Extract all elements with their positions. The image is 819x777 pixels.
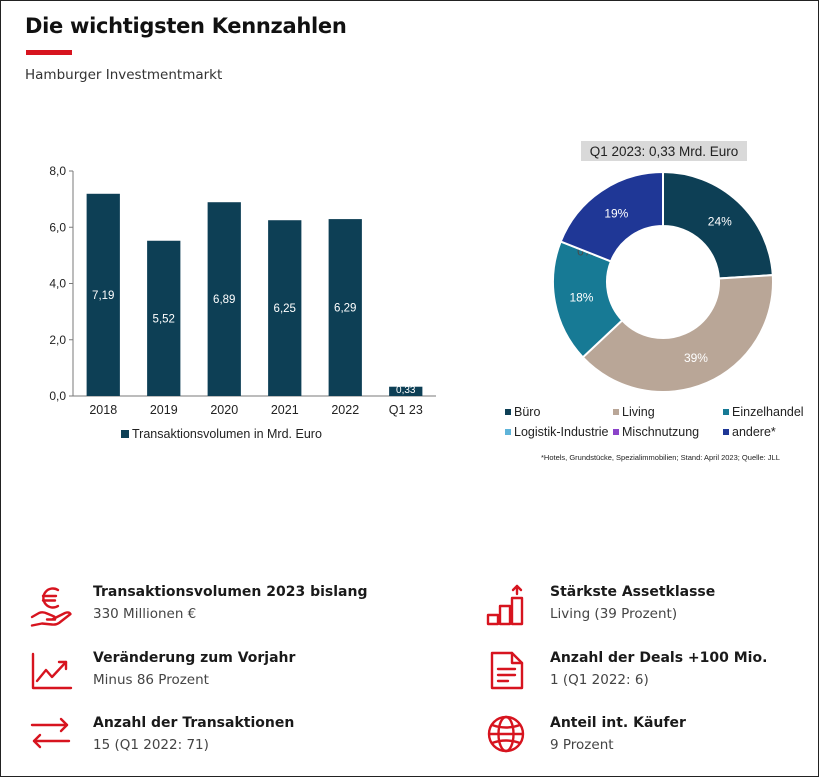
kpi-value: 15 (Q1 2022: 71) bbox=[93, 737, 209, 753]
chart-footnote: *Hotels, Grundstücke, Spezialimmobilien;… bbox=[541, 453, 780, 462]
x-tick-label: 2018 bbox=[89, 403, 117, 417]
bar-value-label: 6,25 bbox=[274, 303, 296, 315]
y-tick-label: 4,0 bbox=[49, 277, 66, 291]
bar bbox=[389, 386, 423, 396]
bar-value-label: 7,19 bbox=[92, 290, 114, 302]
bar bbox=[328, 219, 362, 396]
bar-value-label: 5,52 bbox=[153, 313, 175, 325]
y-tick-label: 2,0 bbox=[49, 333, 66, 347]
kpi-value: Living (39 Prozent) bbox=[550, 606, 678, 622]
slice-value-label: 19% bbox=[604, 206, 628, 220]
slice-value-label: 39% bbox=[684, 351, 708, 365]
bar-value-label: 6,89 bbox=[213, 294, 235, 306]
bar bbox=[147, 240, 181, 396]
transaction-volume-bar-chart: 0,0 2,0 4,0 6,0 8,0 7,19 2018 5,52 2019 6,89 2020 6… bbox=[49, 164, 436, 441]
euro-hand-icon bbox=[30, 587, 72, 627]
asset-class-donut-chart: Q1 2023: 0,33 Mrd. Euro24%39%18%0%19%Bür… bbox=[505, 141, 804, 439]
legend-label: Logistik-Industrie bbox=[514, 425, 609, 439]
slice-value-label: 18% bbox=[569, 291, 593, 305]
donut-slice bbox=[581, 274, 774, 393]
x-tick-label: 2022 bbox=[331, 403, 359, 417]
bar bbox=[207, 202, 241, 396]
document-icon bbox=[490, 651, 524, 690]
legend-label: andere* bbox=[732, 425, 776, 439]
kpi-title: Veränderung zum Vorjahr bbox=[93, 650, 296, 666]
legend-swatch bbox=[613, 409, 619, 415]
legend-label: Living bbox=[622, 405, 655, 419]
kpi-title: Stärkste Assetklasse bbox=[550, 584, 716, 600]
x-tick-label: Q1 23 bbox=[389, 403, 423, 417]
legend-label: Einzelhandel bbox=[732, 405, 804, 419]
x-tick-label: 2019 bbox=[150, 403, 178, 417]
legend-label: Mischnutzung bbox=[622, 425, 699, 439]
kpi-title: Transaktionsvolumen 2023 bislang bbox=[93, 584, 368, 600]
bar-growth-icon bbox=[486, 584, 524, 626]
x-tick-label: 2021 bbox=[271, 403, 299, 417]
globe-icon bbox=[487, 715, 525, 753]
legend-swatch bbox=[723, 429, 729, 435]
kpi-title: Anzahl der Deals +100 Mio. bbox=[550, 650, 768, 666]
page-subtitle: Hamburger Investmentmarkt bbox=[25, 67, 223, 83]
kpi-value: Minus 86 Prozent bbox=[93, 672, 209, 688]
kpi-title: Anteil int. Käufer bbox=[550, 715, 686, 731]
legend-swatch bbox=[505, 409, 511, 415]
legend-swatch bbox=[121, 430, 129, 438]
exchange-arrows-icon bbox=[30, 717, 71, 749]
bar-value-label: 6,29 bbox=[334, 303, 356, 315]
title-accent-bar bbox=[26, 50, 72, 55]
donut-slice bbox=[662, 170, 774, 280]
kpi-value: 1 (Q1 2022: 6) bbox=[550, 672, 649, 688]
legend-label: Büro bbox=[514, 405, 540, 419]
y-tick-label: 6,0 bbox=[49, 220, 66, 234]
donut-slice bbox=[559, 170, 664, 263]
donut-title: Q1 2023: 0,33 Mrd. Euro bbox=[590, 144, 739, 159]
legend-swatch bbox=[505, 429, 511, 435]
kpi-value: 330 Millionen € bbox=[93, 606, 197, 622]
page-title: Die wichtigsten Kennzahlen bbox=[25, 14, 347, 38]
bar-value-label: 0,33 bbox=[396, 385, 416, 396]
slice-value-label: 24% bbox=[708, 214, 732, 228]
y-tick-label: 0,0 bbox=[49, 389, 66, 403]
kpi-title: Anzahl der Transaktionen bbox=[93, 715, 295, 731]
legend-swatch bbox=[723, 409, 729, 415]
legend-swatch bbox=[613, 429, 619, 435]
trend-chart-icon bbox=[31, 652, 73, 690]
legend-label: Transaktionsvolumen in Mrd. Euro bbox=[132, 427, 322, 441]
x-tick-label: 2020 bbox=[210, 403, 238, 417]
bar bbox=[86, 193, 120, 396]
bar bbox=[268, 220, 302, 396]
y-tick-label: 8,0 bbox=[49, 164, 66, 178]
kpi-value: 9 Prozent bbox=[550, 737, 614, 753]
donut-title-background bbox=[581, 141, 747, 161]
